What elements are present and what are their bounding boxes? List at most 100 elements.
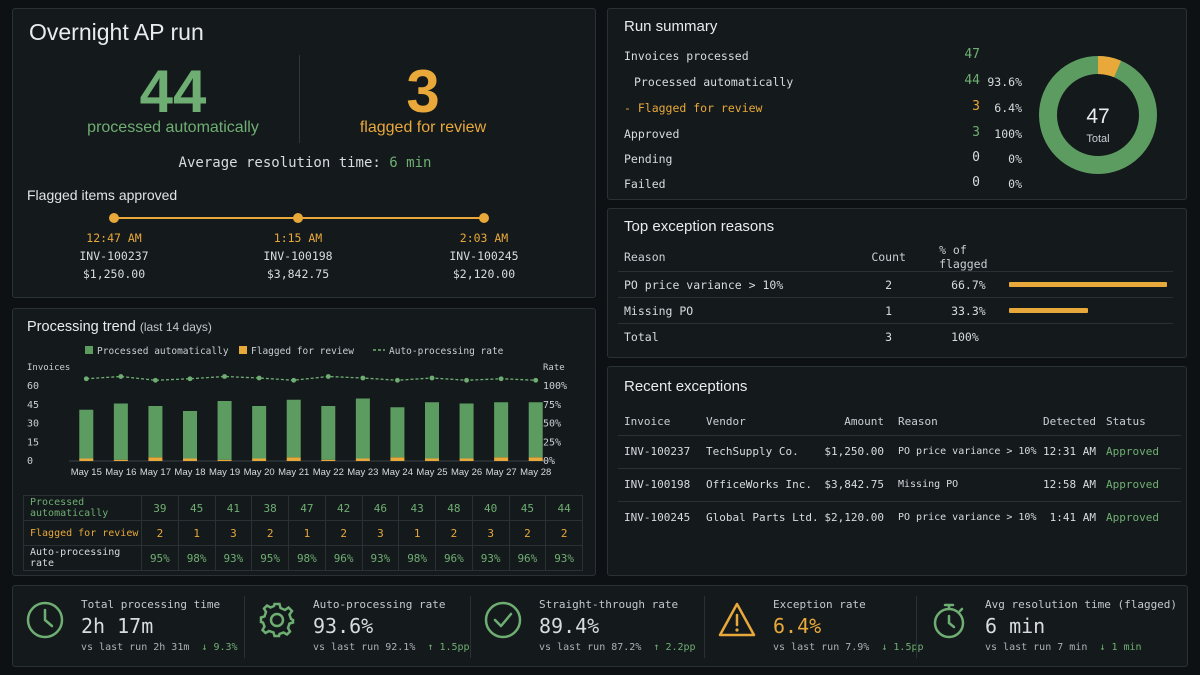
flagged-cell: 3 [361, 520, 400, 546]
trend-title: Processing trend (last 14 days) [27, 319, 212, 335]
rate-line [86, 375, 536, 381]
y2-axis-label: Rate [543, 363, 565, 373]
processing-trend-chart: Processed automatically Flagged for revi… [27, 346, 567, 478]
kpi-value: 2h 17m [81, 614, 154, 638]
y-tick-label: 0 [27, 456, 33, 467]
recent-exceptions-panel: Recent exceptions Invoice Vendor Amount … [607, 366, 1187, 576]
trend-subtitle: (last 14 days) [139, 320, 212, 334]
timeline-time: 12:47 AM [86, 231, 142, 245]
y-axis-label: Invoices [27, 363, 70, 373]
rate-point [222, 374, 227, 379]
kpi-label: Total processing time [81, 598, 221, 611]
processed-cell: 40 [471, 495, 510, 521]
kpi-delta: ↓ 1 min [1099, 642, 1142, 653]
flagged-cell: 2 [324, 520, 363, 546]
summary-label: Failed [624, 177, 666, 191]
x-tick-label: May 16 [105, 467, 136, 478]
summary-count: 44 [964, 73, 980, 88]
table-total-row: Total 3 100% [618, 324, 1173, 350]
timeline-item[interactable]: 2:03 AM INV-100245 $2,120.00 [404, 229, 564, 283]
processed-cell: 42 [324, 495, 363, 521]
average-resolution: Average resolution time: 6 min [13, 155, 597, 171]
processed-cell: 45 [508, 495, 547, 521]
kpi-card: Total processing time 2h 17m vs last run… [13, 586, 245, 668]
timeline-item[interactable]: 12:47 AM INV-100237 $1,250.00 [34, 229, 194, 283]
x-tick-label: May 21 [278, 467, 309, 478]
detected-cell: 1:41 AM [1049, 511, 1096, 525]
kpi-strip: Total processing time 2h 17m vs last run… [12, 585, 1188, 667]
table-row[interactable]: PO price variance > 10% 2 66.7% [618, 271, 1173, 298]
recent-exceptions-table: Invoice Vendor Amount Reason Detected St… [618, 409, 1181, 534]
reason-cell: Missing PO [618, 297, 847, 324]
summary-count: 0 [972, 175, 980, 190]
y2-tick-label: 100% [543, 381, 567, 392]
page-title: Overnight AP run [29, 19, 204, 45]
processed-bar [79, 409, 94, 459]
kpi-value: 89.4% [539, 614, 600, 638]
summary-count: 47 [964, 47, 980, 62]
row-label: Auto-processing rate [23, 545, 142, 571]
x-tick-label: May 15 [71, 467, 102, 478]
kpi-delta: ↓ 9.3% [201, 642, 238, 653]
summary-label: - Flagged for review [624, 101, 763, 115]
reason-cell: Missing PO [898, 468, 1038, 502]
reasons-table: Reason Count % of flagged PO price varia… [618, 243, 1173, 350]
total-donut-chart: 47 Total [1039, 56, 1157, 174]
processed-bar [183, 411, 197, 459]
kpi-card: Exception rate 6.4% vs last run 7.9% ↓ 1… [705, 586, 924, 668]
processed-bar [494, 402, 509, 458]
rate-cell: 96% [435, 545, 473, 571]
reason-cell: PO price variance > 10% [618, 271, 847, 298]
table-row[interactable]: INV-100198 OfficeWorks Inc. $3,842.75 Mi… [618, 468, 1181, 502]
trend-title-text: Processing trend [27, 319, 136, 335]
flagged-bar [113, 459, 128, 461]
flagged-bar [494, 457, 509, 461]
rate-point [395, 377, 400, 383]
timeline-invoice: INV-100237 [79, 249, 149, 263]
row-label: Flagged for review [23, 520, 142, 546]
table-row[interactable]: INV-100245 Global Parts Ltd. $2,120.00 P… [618, 501, 1181, 534]
gear-icon [259, 602, 295, 638]
rate-point [118, 374, 124, 379]
rate-cell: 98% [177, 545, 216, 571]
kpi-delta: ↑ 2.2pp [653, 642, 696, 653]
kpi-compare-text: vs last run 2h 31m [81, 642, 190, 653]
timeline-item[interactable]: 1:15 AM INV-100198 $3,842.75 [218, 229, 378, 283]
x-tick-label: May 28 [520, 467, 551, 478]
flagged-cell: 2 [435, 520, 473, 546]
flagged-bar [528, 457, 543, 461]
total-pct: 100% [951, 329, 979, 344]
x-tick-label: May 17 [140, 467, 171, 478]
clock-icon [26, 601, 64, 639]
col-header: Detected [1038, 409, 1106, 436]
y2-tick-label: 25% [543, 437, 561, 448]
flagged-caption: flagged for review [359, 119, 487, 136]
rate-point [498, 376, 504, 382]
processed-bar [528, 402, 543, 458]
table-row[interactable]: Missing PO 1 33.3% [618, 297, 1173, 324]
kpi-card: Avg resolution time (flagged) 6 min vs l… [917, 586, 1187, 668]
kpi-delta: ↑ 1.5pp [427, 642, 470, 653]
table-row[interactable]: INV-100237 TechSupply Co. $1,250.00 PO p… [618, 435, 1181, 469]
row-label: Processed automatically [23, 495, 142, 521]
flagged-bar [425, 458, 439, 461]
timeline-invoice: INV-100198 [263, 249, 333, 263]
flagged-cell: 2 [545, 520, 583, 546]
table-header-row: Invoice Vendor Amount Reason Detected St… [618, 409, 1181, 436]
timeline-dot [479, 213, 489, 223]
x-tick-label: May 18 [174, 467, 205, 478]
timeline-time: 2:03 AM [459, 231, 509, 245]
kpi-label: Auto-processing rate [313, 598, 446, 611]
timeline-time: 1:15 AM [273, 231, 323, 245]
recent-title: Recent exceptions [624, 378, 748, 395]
kpi-compare-text: vs last run 87.2% [539, 642, 642, 653]
summary-pct: 93.6% [987, 75, 1022, 89]
exception-reasons-panel: Top exception reasons Reason Count % of … [607, 208, 1187, 358]
rate-point [533, 377, 539, 383]
invoice-cell: INV-100198 [618, 468, 706, 502]
y-tick-label: 45 [27, 400, 39, 411]
average-resolution-label: Average resolution time: [178, 155, 381, 171]
rate-cell: 93% [361, 545, 400, 571]
processed-bar [252, 406, 267, 459]
